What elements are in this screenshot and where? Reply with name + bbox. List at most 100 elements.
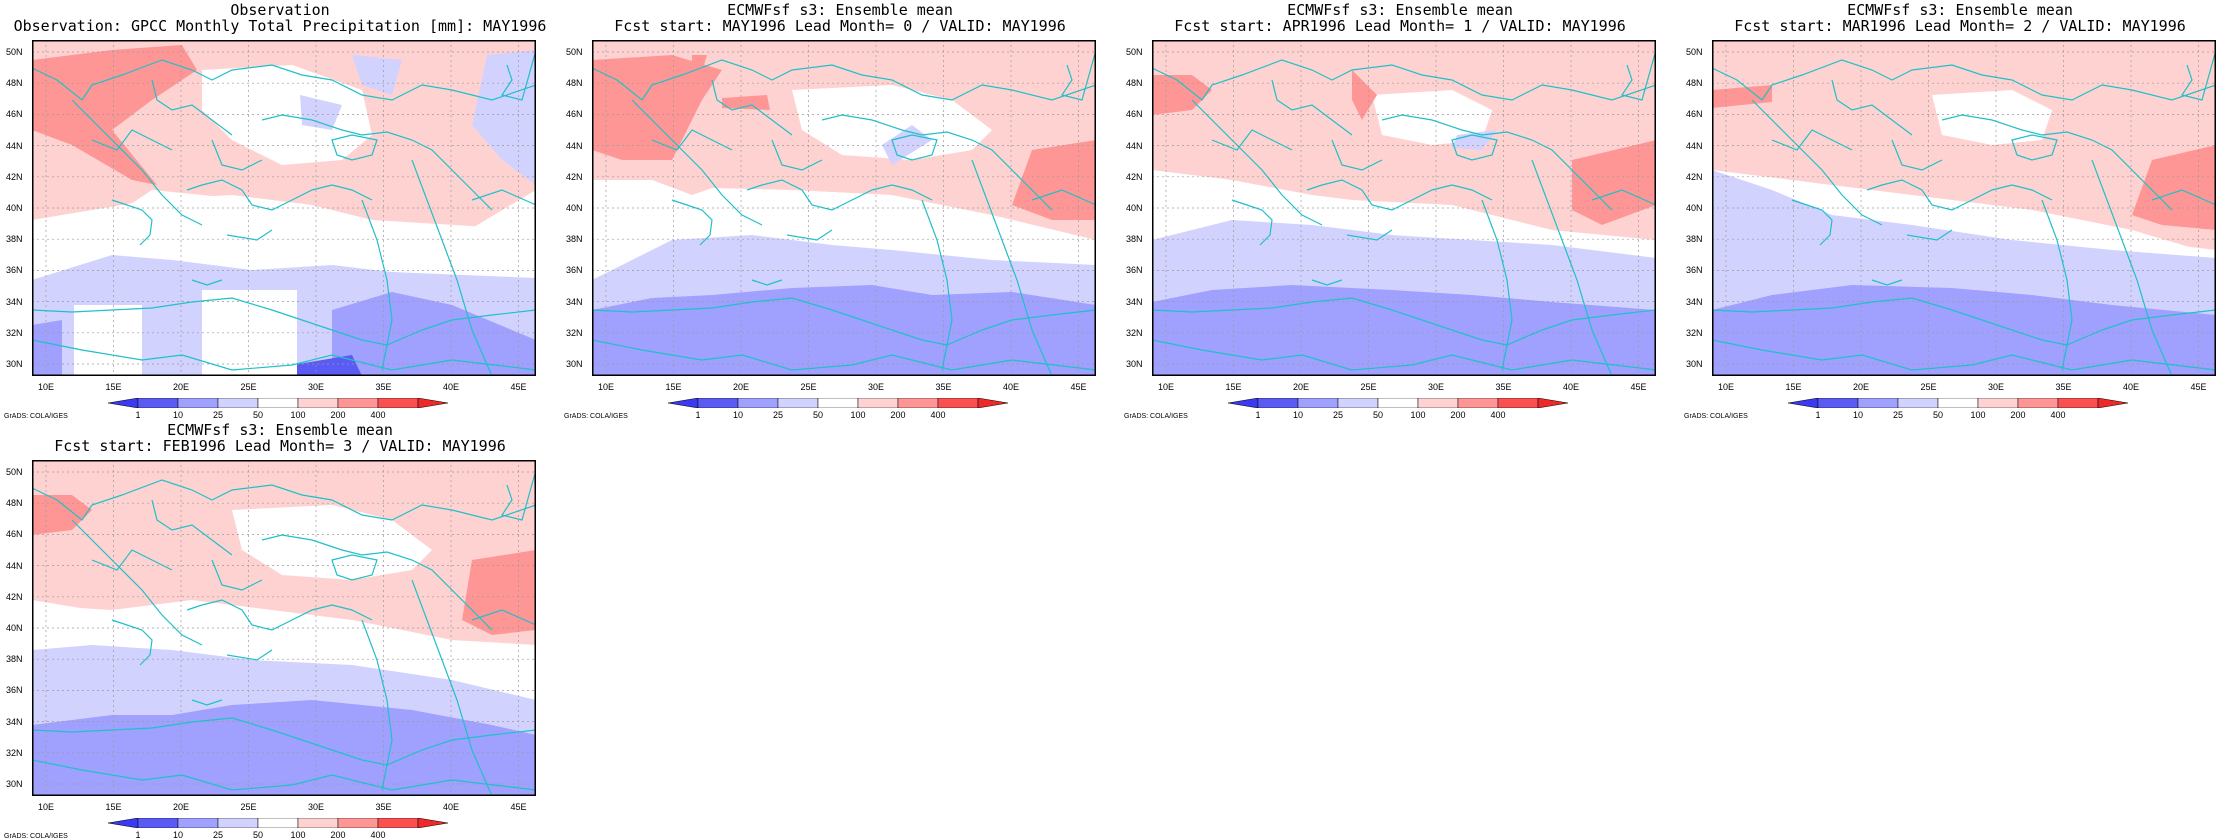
- coastline: [331, 134, 378, 161]
- colorbar-label: 1: [1815, 410, 1821, 420]
- shade-region-high_mid: [462, 550, 536, 635]
- colorbar-label: 25: [1332, 410, 1344, 420]
- colorbar-label: 400: [930, 410, 946, 420]
- lat-tick-label: 36N: [6, 265, 23, 276]
- lon-tick-label: 35E: [375, 382, 392, 392]
- lat-tick-label: 44N: [566, 140, 583, 151]
- coastline: [1621, 49, 1656, 101]
- lon-tick-label: 15E: [105, 802, 122, 812]
- coastline: [1231, 199, 1273, 246]
- colorbar-arrow-low: [1228, 398, 1259, 408]
- coastline: [32, 479, 536, 521]
- coastline: [71, 519, 203, 646]
- panel-subtitle: Observation: GPCC Monthly Total Precipit…: [13, 17, 547, 35]
- colorbar-segment: [737, 398, 779, 408]
- coastline: [361, 199, 393, 371]
- panel-subtitle: Fcst start: FEB1996 Lead Month= 3 / VALI…: [54, 437, 506, 455]
- coastline: [71, 99, 203, 226]
- lon-tick-label: 20E: [1852, 382, 1870, 392]
- lat-tick-label: 48N: [566, 78, 583, 89]
- coastline: [91, 549, 173, 571]
- colorbar-segment: [1817, 398, 1859, 408]
- grads-credit: GrADS: COLA/IGES: [4, 833, 68, 840]
- grads-credit: GrADS: COLA/IGES: [564, 413, 628, 420]
- lon-tick-label: 20E: [172, 802, 190, 812]
- lon-tick-label: 35E: [1495, 382, 1512, 392]
- colorbar-label: 200: [330, 830, 346, 840]
- lat-tick-label: 48N: [1126, 78, 1143, 89]
- colorbar-label: 400: [370, 410, 386, 420]
- colorbar-segment: [1257, 398, 1299, 408]
- lat-tick-label: 36N: [1686, 265, 1703, 276]
- coastline: [32, 759, 536, 791]
- coastline: [891, 134, 938, 161]
- lat-tick-label: 34N: [566, 296, 583, 307]
- lat-tick-label: 32N: [6, 327, 23, 338]
- coastline: [1152, 59, 1656, 101]
- lat-tick-label: 38N: [6, 234, 23, 245]
- colorbar-segment: [137, 818, 179, 828]
- coastline: [111, 619, 153, 666]
- colorbar-label: 50: [1932, 410, 1944, 420]
- colorbar-label: 25: [212, 410, 224, 420]
- coastline: [186, 179, 373, 211]
- coastline: [226, 649, 273, 661]
- colorbar-label: 200: [1450, 410, 1466, 420]
- lat-tick-label: 44N: [1686, 140, 1703, 151]
- coastline: [1531, 159, 1613, 376]
- coastline: [786, 229, 833, 241]
- shade-region-white: [32, 195, 536, 280]
- colorbar-label: 50: [252, 410, 264, 420]
- shade-region-high_light: [1712, 40, 2216, 255]
- lat-tick-label: 44N: [1126, 140, 1143, 151]
- colorbar-label: 25: [1892, 410, 1904, 420]
- shade-region-low_light: [472, 50, 536, 185]
- colorbar-segment: [337, 398, 379, 408]
- colorbar-arrow-low: [108, 818, 139, 828]
- coastline: [751, 279, 783, 286]
- coastline: [32, 717, 536, 766]
- lat-tick-label: 32N: [1686, 327, 1703, 338]
- colorbar-label: 100: [850, 410, 866, 420]
- coastline: [1941, 114, 2173, 211]
- colorbar: [108, 818, 448, 828]
- lat-tick-label: 40N: [6, 203, 23, 213]
- lat-tick-label: 50N: [566, 47, 583, 57]
- coastline: [711, 79, 793, 136]
- colorbar-segment: [177, 818, 219, 828]
- map-panel-lead0: ECMWFsf s3: Ensemble mean Fcst start: MAY…: [560, 0, 1120, 420]
- coastline: [2041, 199, 2073, 371]
- coastline: [226, 229, 273, 241]
- coastline: [1481, 199, 1513, 371]
- coastline: [1346, 229, 1393, 241]
- colorbar-segment: [1297, 398, 1339, 408]
- colorbar-arrow-low: [668, 398, 699, 408]
- colorbar-arrow-high: [1537, 398, 1568, 408]
- colorbar-label: 100: [1970, 410, 1986, 420]
- coastline: [821, 114, 1053, 211]
- colorbar-segment: [1337, 398, 1379, 408]
- colorbar-label: 1: [1255, 410, 1261, 420]
- lon-tick-label: 35E: [375, 802, 392, 812]
- lat-tick-label: 42N: [1126, 171, 1143, 182]
- coastline: [471, 189, 536, 206]
- coastline: [1891, 139, 1943, 171]
- lon-tick-label: 35E: [2055, 382, 2072, 392]
- shade-region-low_light: [882, 125, 932, 165]
- lat-tick-label: 38N: [1686, 234, 1703, 245]
- lat-tick-label: 34N: [1686, 296, 1703, 307]
- shade-region-high_mid: [692, 55, 707, 65]
- shade-region-low_mid: [32, 320, 62, 376]
- colorbar-label: 10: [172, 410, 184, 420]
- lon-tick-label: 45E: [510, 802, 527, 812]
- colorbar-label: 25: [212, 830, 224, 840]
- coastline: [2011, 134, 2058, 161]
- coastline: [1791, 199, 1833, 246]
- lat-tick-label: 42N: [566, 171, 583, 182]
- lat-tick-label: 40N: [566, 203, 583, 213]
- colorbar-arrow-high: [417, 818, 448, 828]
- lat-tick-label: 46N: [1126, 109, 1143, 120]
- panel-subtitle: Fcst start: APR1996 Lead Month= 1 / VALI…: [1174, 17, 1626, 35]
- shade-region-low_mid: [332, 292, 536, 376]
- lon-tick-label: 20E: [172, 382, 190, 392]
